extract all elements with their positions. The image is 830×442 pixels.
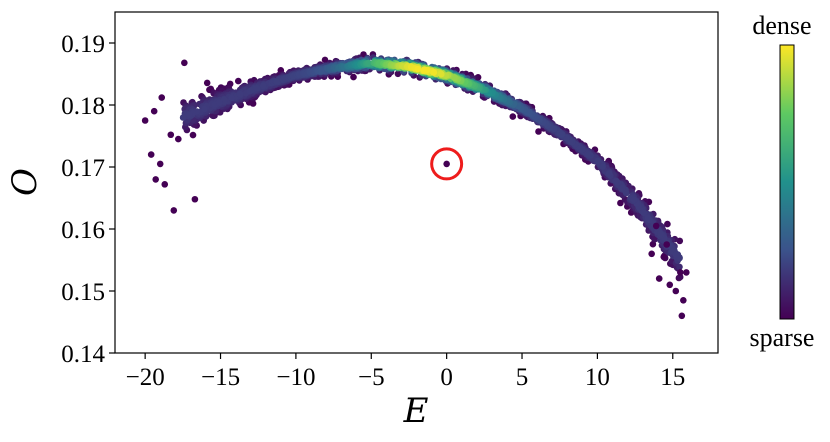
scatter-point [228, 94, 235, 102]
scatter-point [664, 220, 671, 228]
scatter-point [185, 111, 193, 119]
scatter-point [437, 70, 445, 77]
scatter-point [235, 77, 242, 85]
outlier-point [170, 207, 178, 214]
outlier-point [680, 297, 687, 304]
scatter-point [414, 65, 422, 73]
y-tick-label: 0.15 [61, 279, 105, 306]
x-tick-label: −5 [358, 364, 385, 391]
y-tick-label: 0.18 [61, 93, 105, 120]
scatter-point [599, 163, 606, 170]
scatter-point [216, 99, 223, 106]
outlier-point [677, 269, 684, 276]
y-tick-label: 0.16 [61, 217, 105, 244]
outlier-point [175, 135, 182, 143]
outlier-point [147, 151, 155, 158]
scatter-point [612, 177, 620, 185]
outlier-point [655, 275, 663, 282]
colorbar-bottom-label: sparse [750, 323, 815, 352]
x-tick-label: 0 [440, 364, 453, 391]
scatter-point [394, 70, 402, 78]
x-tick-label: 10 [585, 364, 610, 391]
scatter-point [605, 170, 613, 177]
scatter-point [318, 67, 325, 74]
y-tick-label: 0.17 [61, 155, 105, 182]
highlight-point [443, 160, 450, 168]
scatter-point [558, 131, 565, 138]
scatter-point [253, 84, 261, 92]
scatter-point [657, 230, 664, 238]
scatter-point [676, 273, 684, 281]
outlier-point [156, 160, 164, 168]
scatter-point [640, 209, 648, 217]
scatter-point [365, 59, 372, 67]
x-tick-label: 5 [516, 364, 529, 391]
highlight-marker [430, 147, 464, 181]
outlier-point [648, 250, 655, 258]
scatter-point [259, 82, 267, 90]
scatter-point [350, 73, 357, 81]
scatter-point [644, 214, 652, 221]
scatter-point [535, 128, 542, 135]
scatter-point [676, 237, 684, 245]
colorbar-top-label: dense [752, 11, 811, 40]
outlier-point [660, 253, 668, 261]
outlier-point [652, 222, 660, 230]
scatter-point [179, 114, 187, 121]
scatter-point [617, 199, 624, 207]
highlight-circle [430, 147, 464, 181]
outlier-point [672, 287, 680, 295]
outlier-point [150, 107, 158, 115]
outlier-point [152, 176, 160, 183]
scatter-point [509, 113, 517, 120]
scatter-point [585, 151, 592, 158]
scatter-point [672, 251, 680, 258]
x-tick-label: −15 [201, 364, 240, 391]
scatter-point [630, 196, 638, 204]
outlier-point [167, 131, 175, 139]
plot-frame [114, 11, 719, 354]
scatter-point [420, 67, 428, 74]
outlier-point [141, 117, 149, 124]
colorbar [779, 44, 795, 320]
outlier-point [678, 312, 686, 320]
x-axis-label: E [403, 391, 429, 431]
y-axis-ticks: 0.14 0.15 0.16 0.17 0.18 0.19 [61, 31, 115, 368]
outlier-point [663, 241, 671, 248]
scatter-point [676, 263, 683, 271]
x-tick-label: −10 [276, 364, 315, 391]
scatter-point [201, 105, 208, 113]
x-tick-label: −20 [126, 364, 165, 391]
outlier-point [666, 281, 674, 289]
y-tick-label: 0.19 [61, 31, 105, 58]
y-tick-label: 0.14 [61, 341, 105, 368]
scatter-point [189, 131, 197, 139]
x-axis-ticks: −20 −15 −10 −5 0 5 10 15 [126, 353, 685, 391]
x-tick-label: 15 [660, 364, 685, 391]
scatter-point [430, 69, 438, 76]
outlier-point [158, 94, 166, 101]
scatter-point [321, 56, 329, 64]
scatter-point [619, 184, 626, 192]
scatter-point [273, 78, 281, 85]
outlier-point [161, 181, 169, 188]
scatter-point [236, 90, 244, 98]
outlier-point [181, 59, 188, 67]
y-axis-label: O [5, 168, 45, 196]
scatter-point [594, 157, 601, 165]
scatter-points [141, 51, 690, 320]
scatter-point [203, 79, 211, 87]
outlier-point [683, 269, 690, 276]
outlier-point [191, 195, 199, 203]
